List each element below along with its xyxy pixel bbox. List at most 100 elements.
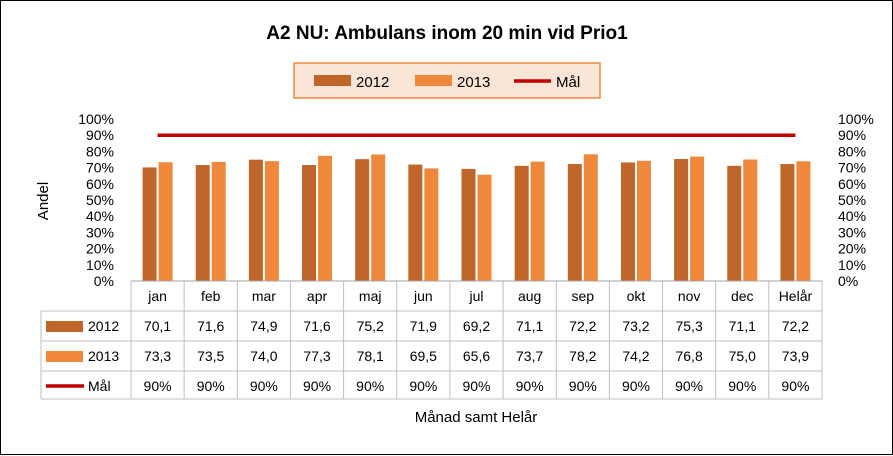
y-tick-left: 40% (86, 208, 114, 224)
bar-2012-jan (142, 167, 157, 281)
y-tick-left: 0% (94, 273, 114, 289)
y-tick-right: 20% (838, 241, 866, 257)
bar-2013-aug (530, 161, 545, 281)
data-label: 74,9 (250, 318, 277, 334)
data-label: 69,2 (463, 318, 490, 334)
data-label: 73,5 (197, 348, 224, 364)
data-label: 74,0 (250, 348, 277, 364)
y-tick-left: 10% (86, 257, 114, 273)
bar-2013-jul (477, 174, 492, 281)
y-tick-right: 90% (838, 127, 866, 143)
x-tick-label: mar (252, 288, 276, 304)
legend-label-2013: 2013 (457, 74, 490, 91)
data-label: 70,1 (144, 318, 171, 334)
y-tick-left: 90% (86, 127, 114, 143)
legend: 2012 2013 Mål (293, 62, 601, 99)
y-ticks-left: 0%10%20%30%40%50%60%70%80%90%100% (78, 111, 114, 289)
y-tick-left: 50% (86, 192, 114, 208)
x-axis-title: Månad samt Helår (415, 409, 538, 426)
y-tick-right: 70% (838, 160, 866, 176)
data-label: 75,3 (675, 318, 702, 334)
bar-2012-aug (514, 165, 529, 281)
data-label: 90% (728, 378, 756, 394)
x-tick-label: jul (468, 288, 483, 304)
data-label: 71,6 (197, 318, 224, 334)
x-tick-label: aug (518, 288, 541, 304)
data-label: 77,3 (303, 348, 330, 364)
y-tick-left: 20% (86, 241, 114, 257)
bar-2013-okt (636, 160, 651, 281)
table-key-2012 (46, 321, 83, 332)
x-tick-label: nov (678, 288, 701, 304)
bar-2013-sep (583, 154, 598, 281)
data-label: 73,3 (144, 348, 171, 364)
data-label: 72,2 (569, 318, 596, 334)
data-label: 76,8 (675, 348, 702, 364)
bar-2012-mar (248, 159, 263, 281)
data-label: 90% (569, 378, 597, 394)
bar-2013-feb (211, 161, 226, 281)
legend-swatch-2013 (415, 75, 452, 86)
x-tick-label: jan (147, 288, 167, 304)
table-key-2013 (46, 351, 83, 362)
table-series-name: 2013 (88, 348, 119, 364)
y-tick-right: 30% (838, 224, 866, 240)
legend-swatch-2012 (314, 75, 351, 86)
bar-2012-feb (195, 165, 210, 281)
legend-label-goal: Mål (556, 74, 580, 91)
x-tick-label: maj (359, 288, 382, 304)
data-label: 90% (356, 378, 384, 394)
data-label: 75,2 (357, 318, 384, 334)
x-tick-label: jun (413, 288, 433, 304)
data-label: 90% (622, 378, 650, 394)
y-tick-left: 60% (86, 176, 114, 192)
x-tick-label: Helår (779, 288, 813, 304)
data-label: 71,1 (729, 318, 756, 334)
table-series-name: Mål (88, 378, 111, 394)
data-label: 74,2 (622, 348, 649, 364)
y-tick-right: 40% (838, 208, 866, 224)
bar-2013-dec (743, 159, 758, 281)
bar-2012-apr (302, 165, 317, 281)
bar-2012-Helår (780, 164, 795, 281)
data-label: 90% (462, 378, 490, 394)
data-label: 90% (781, 378, 809, 394)
x-tick-label: apr (307, 288, 328, 304)
data-label: 65,6 (463, 348, 490, 364)
y-tick-right: 50% (838, 192, 866, 208)
data-label: 90% (144, 378, 172, 394)
y-tick-right: 100% (838, 111, 874, 127)
bar-2012-okt (620, 162, 635, 281)
bar-2013-jun (424, 168, 439, 281)
y-tick-left: 100% (78, 111, 114, 127)
y-tick-left: 80% (86, 143, 114, 159)
x-tick-label: feb (201, 288, 221, 304)
table-series-name: 2012 (88, 318, 119, 334)
y-tick-left: 30% (86, 224, 114, 240)
x-tick-label: dec (731, 288, 754, 304)
x-tick-label: sep (572, 288, 595, 304)
data-label: 90% (197, 378, 225, 394)
bar-2012-nov (674, 159, 689, 281)
data-label: 73,7 (516, 348, 543, 364)
data-table: jan feb mar apr maj jun jul aug sep okt nov dec Helå… (40, 280, 823, 400)
bar-2012-maj (355, 159, 370, 281)
y-tick-right: 60% (838, 176, 866, 192)
bar-2013-apr (318, 155, 333, 281)
bar-2012-jun (408, 164, 423, 281)
bars-group (142, 154, 811, 281)
data-label: 90% (675, 378, 703, 394)
bar-2013-mar (264, 161, 279, 281)
data-label: 71,9 (410, 318, 437, 334)
y-tick-right: 80% (838, 143, 866, 159)
data-label: 69,5 (410, 348, 437, 364)
legend-label-2012: 2012 (356, 74, 389, 91)
bar-2013-nov (690, 156, 705, 281)
y-axis-title: Andel (35, 182, 52, 220)
data-label: 71,1 (516, 318, 543, 334)
bar-2012-dec (727, 165, 742, 281)
data-label: 78,2 (569, 348, 596, 364)
data-label: 71,6 (303, 318, 330, 334)
